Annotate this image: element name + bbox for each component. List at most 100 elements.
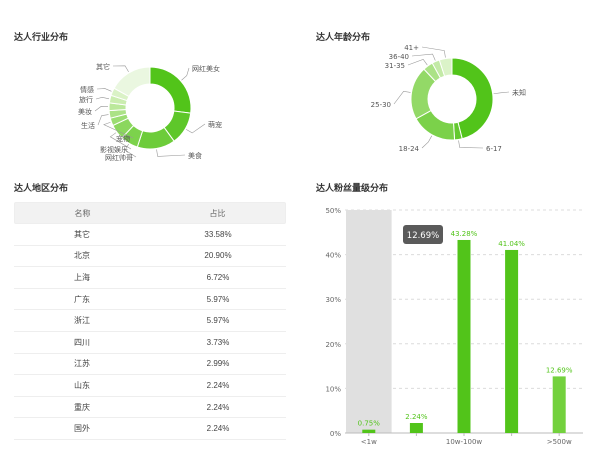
region-row: 广东 5.97% <box>14 289 286 311</box>
region-row: 江苏 2.99% <box>14 354 286 376</box>
donut-slice[interactable] <box>438 57 453 77</box>
region-share: 33.58% <box>204 229 232 239</box>
donut-slice-label: 未知 <box>512 88 526 97</box>
tooltip: 12.69% <box>403 225 443 244</box>
y-tick-label: 10% <box>325 385 341 393</box>
donut-leader-line <box>421 135 433 149</box>
y-tick-label: 30% <box>325 296 341 304</box>
x-tick-label: 10w-100w <box>446 438 483 446</box>
tooltip-text: 12.69% <box>407 231 439 241</box>
donut-slice-label: 网红美女 <box>192 64 220 73</box>
donut-slice-label: 美食 <box>188 151 202 160</box>
region-name: 其它 <box>74 229 90 239</box>
donut-slice[interactable] <box>149 66 192 114</box>
donut-leader-line <box>94 106 109 112</box>
donut-slice-label: 生活 <box>81 121 95 130</box>
region-row: 山东 2.24% <box>14 375 286 397</box>
donut-leader-line <box>185 123 206 134</box>
bar[interactable] <box>552 376 566 433</box>
region-name: 北京 <box>74 251 90 261</box>
donut-slice-label: 6-17 <box>486 145 502 153</box>
bar-value-label: 2.24% <box>405 413 428 421</box>
hover-highlight <box>346 210 392 433</box>
region-row: 四川 3.73% <box>14 332 286 354</box>
donut-slice-label: 其它 <box>96 62 110 71</box>
region-share: 2.24% <box>206 424 230 434</box>
region-row: 北京 20.90% <box>14 246 286 268</box>
donut-slice-label: 18-24 <box>399 145 420 153</box>
x-tick-label: >500w <box>547 438 572 446</box>
bar[interactable] <box>457 239 471 433</box>
region-name: 重庆 <box>74 402 90 412</box>
bar-value-label: 0.75% <box>358 420 381 428</box>
donut-leader-line <box>493 91 510 95</box>
industry-title: 达人行业分布 <box>14 32 69 42</box>
bar[interactable] <box>362 429 376 433</box>
donut-leader-line <box>411 53 436 61</box>
donut-leader-line <box>421 46 446 58</box>
region-share: 5.97% <box>206 294 230 304</box>
donut-slice-label: 41+ <box>404 44 419 52</box>
region-name: 广东 <box>74 294 90 304</box>
region-row: 浙江 5.97% <box>14 310 286 332</box>
donut-slice-label: 网红帅哥 <box>105 153 133 162</box>
region-row: 国外 2.24% <box>14 418 286 440</box>
region-row: 上海 6.72% <box>14 267 286 289</box>
donut-leader-line <box>156 149 186 157</box>
bar[interactable] <box>409 423 423 433</box>
donut-leader-line <box>407 58 428 66</box>
region-share: 5.97% <box>206 316 230 326</box>
region-share: 2.24% <box>206 380 230 390</box>
bar-value-label: 12.69% <box>546 366 573 374</box>
fans-bar-chart[interactable]: 0% 10% 20% 30% 40% 50% 0.75% <1w 2.24% 43.28% 10w-… <box>300 190 600 458</box>
region-table: 名称 占比 其它 33.58% 北京 20.90% 上海 6.72% 广东 5.97% 浙江 5.… <box>14 202 286 440</box>
region-header-share: 占比 <box>209 208 226 218</box>
donut-leader-line <box>124 143 137 158</box>
region-title: 达人地区分布 <box>14 183 69 193</box>
donut-slice-label: 影视娱乐 <box>100 145 128 154</box>
donut-leader-line <box>458 140 484 149</box>
region-name: 上海 <box>74 272 90 282</box>
bar-value-label: 43.28% <box>451 230 478 238</box>
region-share: 2.24% <box>206 402 230 412</box>
donut-leader-line <box>181 67 190 81</box>
donut-leader-line <box>109 132 132 150</box>
donut-slice-label: 萌宠 <box>208 120 222 129</box>
donut-slice-label: 宠物 <box>116 134 130 143</box>
y-tick-label: 50% <box>325 207 341 215</box>
x-tick-label: <1w <box>361 438 377 446</box>
region-table-header: 名称 占比 <box>14 202 286 224</box>
region-row: 其它 33.58% <box>14 224 286 246</box>
region-name: 四川 <box>74 337 90 347</box>
region-share: 2.99% <box>206 359 230 369</box>
donut-leader-line <box>95 97 110 100</box>
region-name: 江苏 <box>74 359 90 369</box>
donut-slice[interactable] <box>113 66 151 98</box>
region-name: 山东 <box>74 380 90 390</box>
tooltip-box <box>403 225 443 244</box>
donut-slice-label: 25-30 <box>371 101 391 109</box>
donut-leader-line <box>103 121 134 139</box>
donut-leader-line <box>393 91 411 105</box>
region-share: 3.73% <box>206 337 230 347</box>
donut-slice-label: 旅行 <box>79 95 93 104</box>
donut-leader-line <box>112 65 129 73</box>
age-title: 达人年龄分布 <box>316 32 371 42</box>
y-tick-label: 0% <box>330 430 341 438</box>
donut-slice-label: 美妆 <box>78 107 92 116</box>
donut-slice-label: 36-40 <box>389 53 409 61</box>
bar-value-label: 41.04% <box>498 240 525 248</box>
donut-slice[interactable] <box>451 57 494 140</box>
fans-title: 达人粉丝量级分布 <box>316 183 389 193</box>
y-tick-label: 40% <box>325 252 341 260</box>
region-share: 6.72% <box>206 272 230 282</box>
donut-leader-line <box>96 88 112 92</box>
bar[interactable] <box>505 249 519 433</box>
region-name: 浙江 <box>74 316 90 326</box>
donut-slice-label: 情感 <box>80 85 94 94</box>
donut-slice-label: 31-35 <box>385 62 405 70</box>
region-share: 20.90% <box>204 251 232 261</box>
region-header-name: 名称 <box>74 208 91 218</box>
